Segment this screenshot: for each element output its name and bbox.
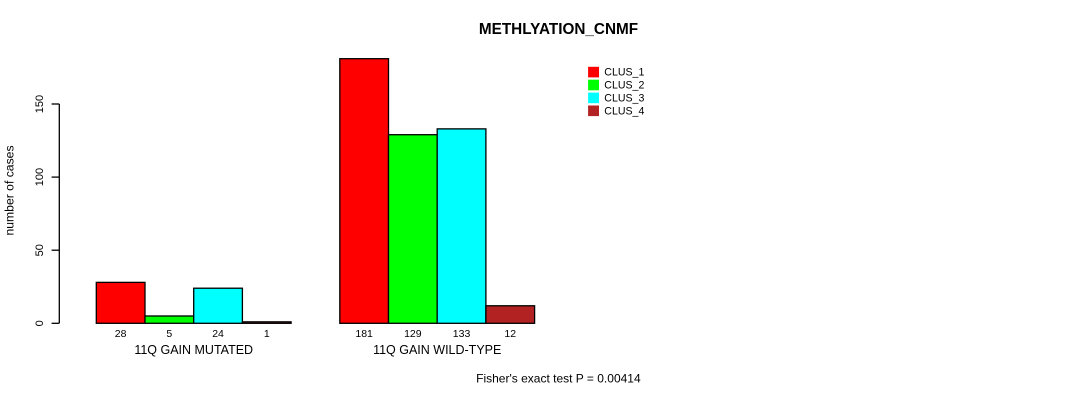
svg-text:CLUS_1: CLUS_1 [604, 67, 644, 79]
svg-text:150: 150 [34, 95, 46, 113]
svg-text:129: 129 [404, 328, 422, 340]
svg-text:CLUS_2: CLUS_2 [604, 80, 644, 92]
svg-text:11Q GAIN WILD-TYPE: 11Q GAIN WILD-TYPE [373, 343, 501, 357]
svg-text:1: 1 [264, 328, 270, 340]
svg-text:100: 100 [34, 168, 46, 186]
svg-text:Fisher's exact test P = 0.0041: Fisher's exact test P = 0.00414 [476, 372, 641, 386]
svg-text:24: 24 [212, 328, 224, 340]
svg-text:133: 133 [453, 328, 471, 340]
svg-text:50: 50 [34, 244, 46, 256]
svg-text:11Q GAIN MUTATED: 11Q GAIN MUTATED [134, 343, 253, 357]
svg-text:181: 181 [355, 328, 373, 340]
svg-text:CLUS_3: CLUS_3 [604, 92, 644, 104]
svg-text:0: 0 [34, 320, 46, 326]
svg-text:number of cases: number of cases [3, 145, 17, 235]
svg-text:28: 28 [115, 328, 127, 340]
svg-text:12: 12 [504, 328, 516, 340]
svg-text:METHLYATION_CNMF: METHLYATION_CNMF [479, 21, 638, 38]
svg-text:CLUS_4: CLUS_4 [604, 105, 644, 117]
svg-text:5: 5 [166, 328, 172, 340]
